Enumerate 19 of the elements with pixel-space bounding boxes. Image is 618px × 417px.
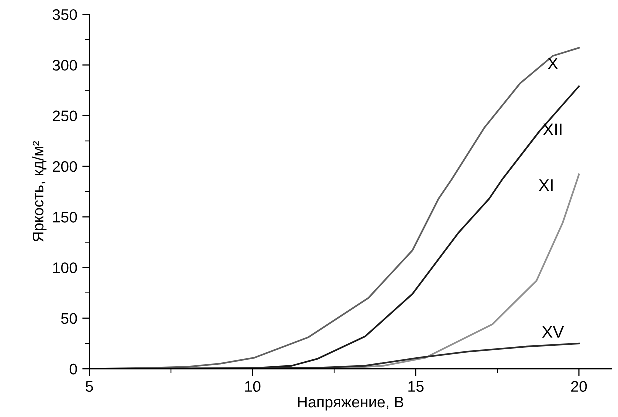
x-tick-label: 20 xyxy=(571,381,588,392)
series-label: XV xyxy=(542,326,564,338)
x-tick-label: 15 xyxy=(408,381,424,392)
y-tick-label: 200 xyxy=(53,161,78,172)
y-tick-label: 0 xyxy=(70,364,78,375)
y-tick-label: 150 xyxy=(53,212,78,223)
line-series xyxy=(90,342,580,370)
y-axis-title: Яркость, кд/м² xyxy=(32,141,47,242)
x-tick-label: 5 xyxy=(86,381,94,392)
series-label: XI xyxy=(539,180,553,192)
x-tick-label: 10 xyxy=(245,381,261,392)
y-tick-label: 350 xyxy=(52,9,78,20)
y-tick-label: 300 xyxy=(52,60,78,71)
y-tick-label: 250 xyxy=(53,110,78,122)
y-tick-label: 50 xyxy=(61,313,78,324)
x-axis-title: Напряжение, В xyxy=(298,397,404,411)
y-tick-label: 100 xyxy=(53,262,78,274)
series-label: XII xyxy=(543,124,562,136)
series-label: X xyxy=(548,58,558,70)
